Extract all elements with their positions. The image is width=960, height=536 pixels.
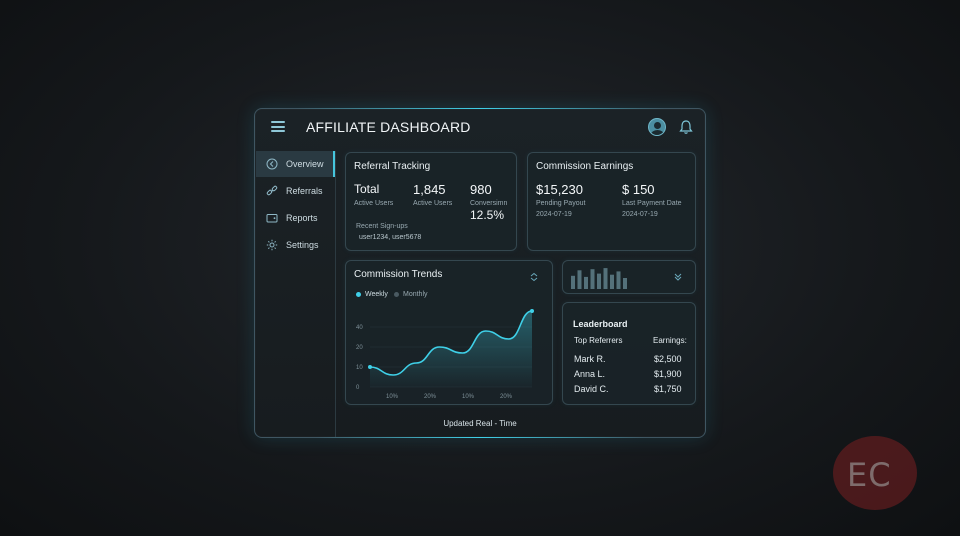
page-title: AFFILIATE DASHBOARD xyxy=(306,119,471,135)
leaderboard-amount: $1,750 xyxy=(654,384,682,394)
y-tick-label: 20 xyxy=(356,345,363,351)
ec-watermark-logo: EC xyxy=(833,436,917,510)
stat-value: 980 xyxy=(470,182,492,197)
wallet-icon xyxy=(266,214,278,223)
earnings-date: 2024-07-19 xyxy=(622,211,658,218)
top-glow-line xyxy=(295,108,665,109)
hamburger-menu-icon[interactable] xyxy=(271,121,285,132)
sidebar-item-reports[interactable]: Reports xyxy=(256,205,335,231)
sidebar-item-referrals[interactable]: Referrals xyxy=(256,178,335,204)
avatar[interactable] xyxy=(648,118,666,136)
stat-value: 1,845 xyxy=(413,182,446,197)
recent-signups-users: user1234, user5678 xyxy=(359,234,422,241)
link-icon xyxy=(266,185,278,196)
earnings-value: $ 150 xyxy=(622,182,655,197)
leaderboard-amount: $2,500 xyxy=(654,354,682,364)
x-tick-label: 10% xyxy=(386,394,399,400)
commission-trends-card: Commission Trends Weekly Monthly 0 10 20 40… xyxy=(345,260,553,405)
data-point xyxy=(368,365,372,369)
leaderboard-card: Leaderboard Top Referrers Earnings: Mark… xyxy=(562,302,696,405)
mini-bar xyxy=(577,270,582,289)
series-area-weekly xyxy=(370,311,532,387)
legend-weekly-dot xyxy=(356,292,361,297)
arrow-left-icon xyxy=(266,158,278,170)
mini-bar xyxy=(590,269,595,289)
x-tick-label: 10% xyxy=(462,394,475,400)
leaderboard-col-left: Top Referrers xyxy=(574,336,623,345)
card-title: Commission Trends xyxy=(354,269,443,280)
mini-bar xyxy=(603,268,608,289)
mini-bar-card xyxy=(562,260,696,294)
earnings-label: Last Payment Date xyxy=(622,200,682,207)
sidebar-item-settings[interactable]: Settings xyxy=(256,232,335,258)
header: AFFILIATE DASHBOARD xyxy=(255,109,705,147)
earnings-label: Pending Payout xyxy=(536,200,586,207)
card-title: Leaderboard xyxy=(573,319,628,329)
x-tick-label: 20% xyxy=(500,394,513,400)
stat-label: Conversimn xyxy=(470,200,508,207)
y-tick-label: 0 xyxy=(356,385,360,391)
leaderboard-amount: $1,900 xyxy=(654,369,682,379)
y-tick-label: 10 xyxy=(356,365,363,371)
earnings-value: $15,230 xyxy=(536,182,583,197)
mini-bar xyxy=(571,275,575,289)
chevron-down-icon[interactable] xyxy=(673,272,683,282)
commission-trend-chart: 0 10 20 40 10% 20% 10% 20% xyxy=(356,309,534,400)
dashboard-window: AFFILIATE DASHBOARD Overview Referrals R… xyxy=(254,108,706,438)
recent-signups-label: Recent Sign-ups xyxy=(356,223,408,230)
mini-bar xyxy=(616,271,621,289)
sidebar-item-label: Overview xyxy=(286,159,324,169)
series-line-weekly xyxy=(369,310,533,376)
legend-weekly-label[interactable]: Weekly xyxy=(365,291,388,298)
mini-bar xyxy=(623,278,627,289)
mini-bar xyxy=(597,273,601,289)
stat-value: Total xyxy=(354,182,380,196)
bell-icon[interactable] xyxy=(679,119,693,135)
leaderboard-col-right: Earnings: xyxy=(653,336,687,345)
updated-status: Updated Real - Time xyxy=(443,419,517,428)
watermark-text: EC xyxy=(847,456,892,494)
earnings-date: 2024-07-19 xyxy=(536,211,572,218)
sidebar: Overview Referrals Reports Settings xyxy=(256,151,336,437)
referral-tracking-card: Referral Tracking Total Active Users 1,8… xyxy=(345,152,517,251)
card-title: Referral Tracking xyxy=(354,161,431,172)
y-tick-label: 40 xyxy=(356,325,363,331)
gear-icon xyxy=(266,239,278,251)
leaderboard-name: Mark R. xyxy=(574,354,606,364)
sidebar-item-overview[interactable]: Overview xyxy=(256,151,335,177)
mini-bar-chart xyxy=(571,268,627,289)
card-title: Commission Earnings xyxy=(536,161,634,172)
conversion-rate: 12.5% xyxy=(470,208,505,222)
commission-earnings-card: Commission Earnings $15,230 Pending Payo… xyxy=(527,152,696,251)
x-tick-label: 20% xyxy=(424,394,437,400)
legend-monthly-label[interactable]: Monthly xyxy=(403,291,428,298)
leaderboard-name: Anna L. xyxy=(574,369,606,379)
mini-bar xyxy=(610,274,614,289)
legend-monthly-dot xyxy=(394,292,399,297)
bottom-glow-line xyxy=(315,437,645,438)
sidebar-item-label: Settings xyxy=(286,240,319,250)
sidebar-item-label: Referrals xyxy=(286,186,323,196)
leaderboard-name: David C. xyxy=(574,384,609,394)
stat-label: Active Users xyxy=(413,200,453,207)
data-point xyxy=(530,309,534,313)
sidebar-item-label: Reports xyxy=(286,213,318,223)
chevron-updown-icon[interactable] xyxy=(529,272,539,282)
mini-bar xyxy=(584,276,588,289)
stat-label: Active Users xyxy=(354,200,394,207)
